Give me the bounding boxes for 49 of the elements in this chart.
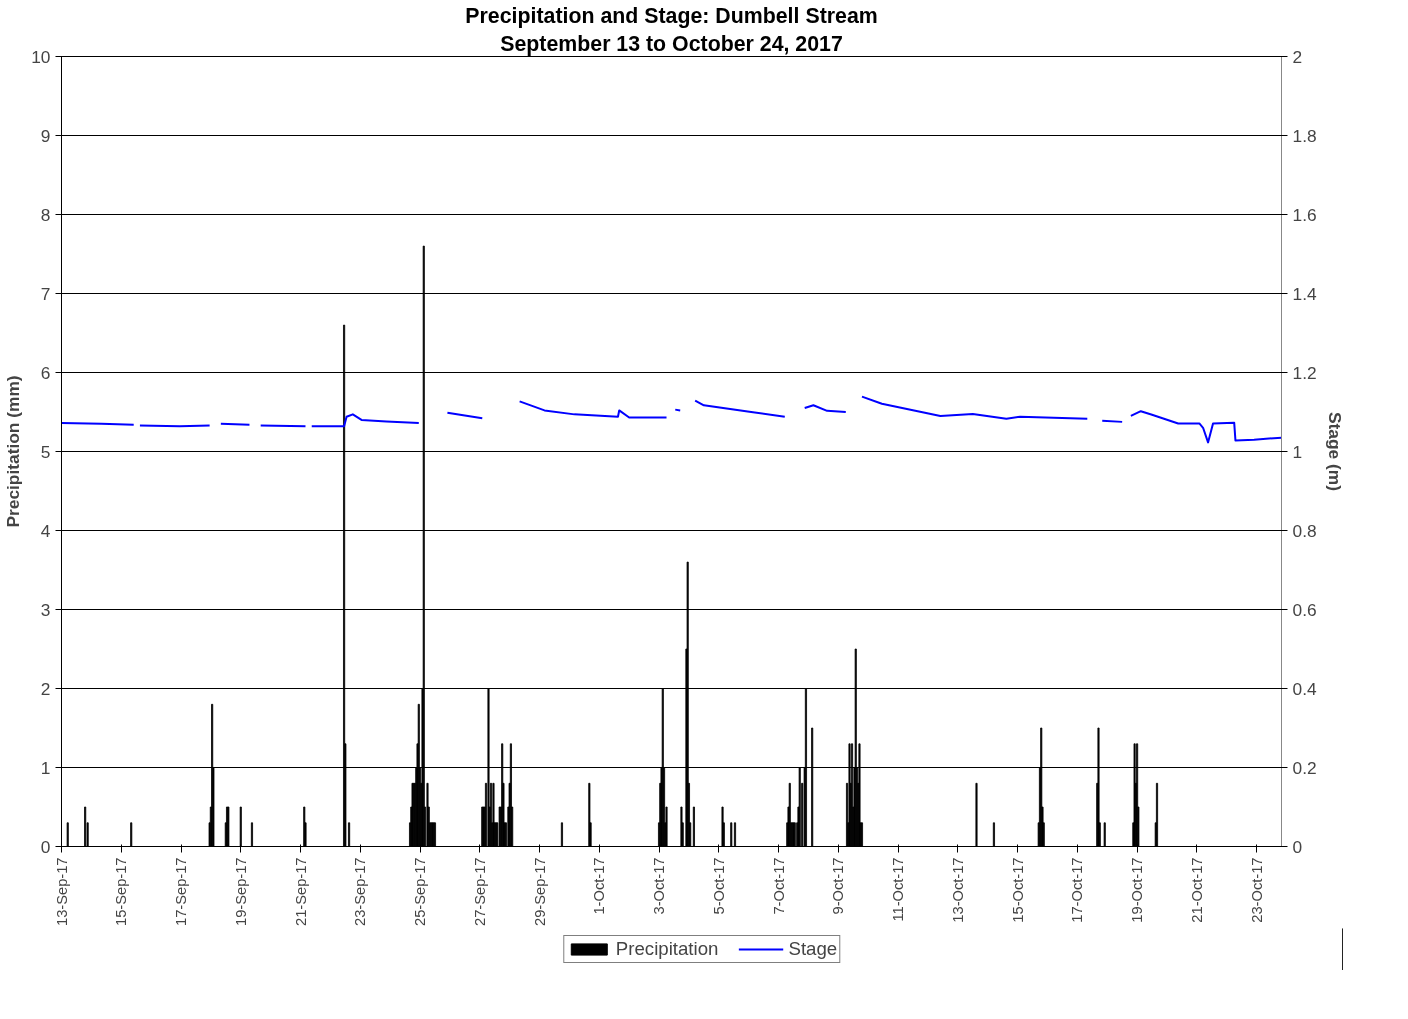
x-tick-label: 11-Oct-17 (890, 857, 907, 922)
y2-tick-label: 0.2 (1292, 757, 1317, 778)
x-tick-label: 19-Sep-17 (232, 857, 249, 926)
x-tick-label: 21-Oct-17 (1188, 857, 1205, 923)
y-tick-label: 6 (40, 362, 51, 383)
legend-label: Stage (788, 938, 838, 960)
y-axis-title: Precipitation (mm) (3, 375, 24, 528)
y2-tick-label: 1.4 (1292, 283, 1317, 304)
x-tick-label: 23-Sep-17 (352, 857, 369, 926)
x-tick-label: 7-Oct-17 (770, 857, 787, 915)
x-tick-label: 9-Oct-17 (830, 857, 847, 915)
y-tick-label: 10 (31, 46, 51, 67)
y-tick-label: 8 (40, 204, 51, 225)
x-tick-label: 13-Oct-17 (949, 857, 966, 923)
y2-tick-label: 2 (1292, 46, 1303, 67)
legend-label: Precipitation (615, 938, 719, 960)
y-tick-label: 2 (40, 678, 51, 699)
x-tick-label: 29-Sep-17 (531, 857, 548, 926)
x-tick-label: 13-Sep-17 (53, 857, 70, 926)
y2-tick-label: 1.6 (1292, 204, 1317, 225)
x-tick-label: 19-Oct-17 (1129, 857, 1146, 923)
y2-tick-label: 1.8 (1292, 125, 1317, 146)
y2-tick-label: 0.8 (1292, 520, 1317, 541)
y-tick-label: 0 (40, 836, 51, 857)
y2-tick-label: 0.4 (1292, 678, 1317, 699)
y-tick-label: 7 (40, 283, 51, 304)
x-tick-label: 25-Sep-17 (412, 857, 429, 926)
y2-tick-label: 1 (1292, 441, 1303, 462)
chart-subtitle: September 13 to October 24, 2017 (500, 31, 843, 56)
y-tick-label: 4 (40, 520, 51, 541)
y-tick-label: 3 (40, 599, 51, 620)
y2-axis-title: Stage (m) (1324, 412, 1345, 491)
y2-tick-label: 0 (1292, 836, 1303, 857)
x-tick-label: 21-Sep-17 (292, 857, 309, 926)
x-tick-label: 15-Oct-17 (1009, 857, 1026, 923)
x-tick-label: 15-Sep-17 (113, 857, 130, 926)
x-tick-label: 17-Oct-17 (1069, 857, 1086, 923)
x-tick-label: 17-Sep-17 (173, 857, 190, 926)
x-tick-label: 1-Oct-17 (591, 857, 608, 915)
x-tick-label: 5-Oct-17 (710, 857, 727, 915)
x-tick-label: 23-Oct-17 (1248, 857, 1265, 923)
y-tick-label: 1 (40, 757, 51, 778)
chart-title: Precipitation and Stage: Dumbell Stream (465, 3, 878, 28)
y2-tick-label: 1.2 (1292, 362, 1317, 383)
y-tick-label: 9 (40, 125, 51, 146)
x-tick-label: 3-Oct-17 (651, 857, 668, 915)
y2-tick-label: 0.6 (1292, 599, 1317, 620)
x-tick-label: 27-Sep-17 (471, 857, 488, 926)
y-tick-label: 5 (40, 441, 51, 462)
